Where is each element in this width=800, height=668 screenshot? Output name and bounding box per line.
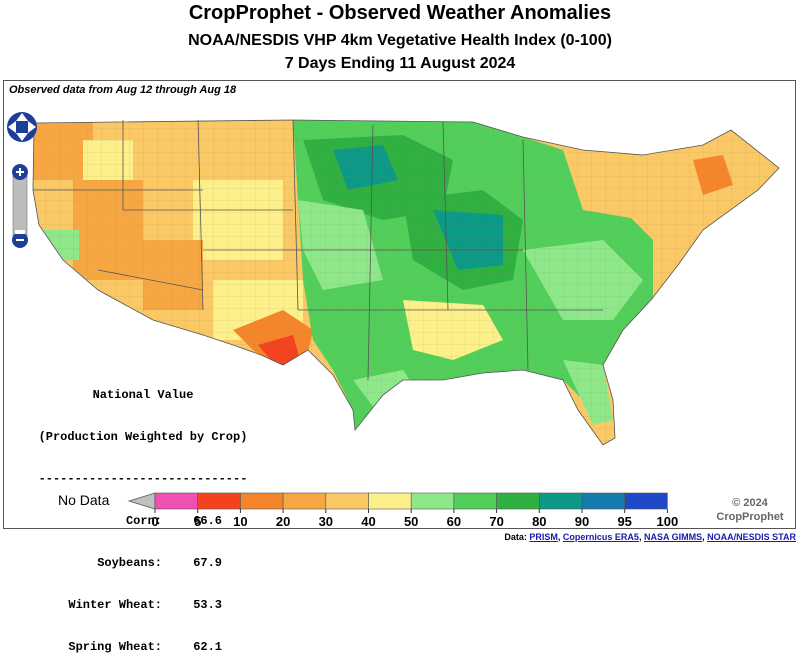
state-borders [32,119,780,446]
crop-label: Soybeans: [97,556,162,570]
legend-swatch [410,492,455,510]
legend-tick-label: 0 [151,514,158,529]
legend-tick-label: 5 [194,514,201,529]
period-note: Observed data from Aug 12 through Aug 18 [9,84,237,96]
color-legend: 0 5 10 20 30 40 50 60 70 80 90 95 100 [127,492,679,529]
legend-swatch [581,492,626,510]
legend-swatch [282,492,327,510]
legend-swatch [197,492,241,510]
map-title: CropProphet - Observed Weather Anomalies [188,2,612,24]
legend-tick-label: 20 [276,514,290,529]
national-divider: ----------------------------- [38,472,248,486]
legend-tick-label: 80 [532,514,546,529]
pan-left-icon[interactable] [8,121,16,133]
legend-swatch [240,492,284,510]
legend-swatch [154,492,199,510]
legend-swatch [325,492,369,510]
sources-prefix: Data: [504,532,527,542]
zoom-control[interactable] [12,164,28,248]
zoom-slider-handle[interactable] [15,230,25,234]
legend-tick-label: 90 [575,514,589,529]
national-row-winter-wheat: Winter Wheat: 53.3 [30,598,256,612]
crop-value: 62.1 [193,640,222,654]
crop-value: 53.3 [193,598,222,612]
legend-tick-label: 100 [657,514,679,529]
legend-tick-label: 10 [233,514,247,529]
pan-right-icon[interactable] [28,121,36,133]
map-navigation[interactable] [7,112,37,248]
pan-down-icon[interactable] [16,133,28,141]
copyright-year: © 2024 [732,497,768,509]
legend-swatch [624,492,668,510]
crop-label: Corn: [125,514,162,528]
legend-tick-label: 50 [404,514,418,529]
legend-swatch [496,492,540,510]
national-row-soybeans: Soybeans: 67.9 [30,556,256,570]
legend-tick-label: 70 [489,514,503,529]
legend-tick-label: 40 [361,514,375,529]
source-link-prism[interactable]: PRISM [529,532,558,542]
no-data-label: No Data [58,492,110,508]
vhi-map[interactable] [3,80,796,529]
crop-value: 67.9 [193,556,222,570]
map-frame [3,80,796,529]
crop-label: Spring Wheat: [68,640,162,654]
legend-swatch [538,492,583,510]
legend-no-data-swatch [127,492,156,510]
legend-tick-label: 60 [447,514,461,529]
source-link-era5[interactable]: Copernicus ERA5 [562,532,639,542]
brand-name: CropProphet [716,511,784,523]
pan-control[interactable] [7,112,37,142]
national-row-spring-wheat: Spring Wheat: 62.1 [30,640,256,654]
copyright: © 2024 CropProphet [700,496,800,524]
national-row-corn: Corn: 66.6 [30,514,256,528]
map-subtitle: NOAA/NESDIS VHP 4km Vegetative Health In… [188,32,612,49]
legend-swatch [368,492,412,510]
source-link-gimms[interactable]: NASA GIMMS [643,532,703,542]
legend-tick-label: 30 [319,514,333,529]
legend-swatch [453,492,497,510]
crop-value: 66.6 [193,514,222,528]
crop-label: Winter Wheat: [68,598,162,612]
national-heading: National Value [92,388,194,402]
national-subheading: (Production Weighted by Crop) [38,430,248,444]
period-title: 7 Days Ending 11 August 2024 [284,55,516,72]
data-sources: Data: PRISM, Copernicus ERA5, NASA GIMMS… [504,532,796,542]
legend-tick-label: 95 [617,514,631,529]
pan-up-icon[interactable] [16,113,28,121]
source-link-star[interactable]: NOAA/NESDIS STAR [707,532,796,542]
